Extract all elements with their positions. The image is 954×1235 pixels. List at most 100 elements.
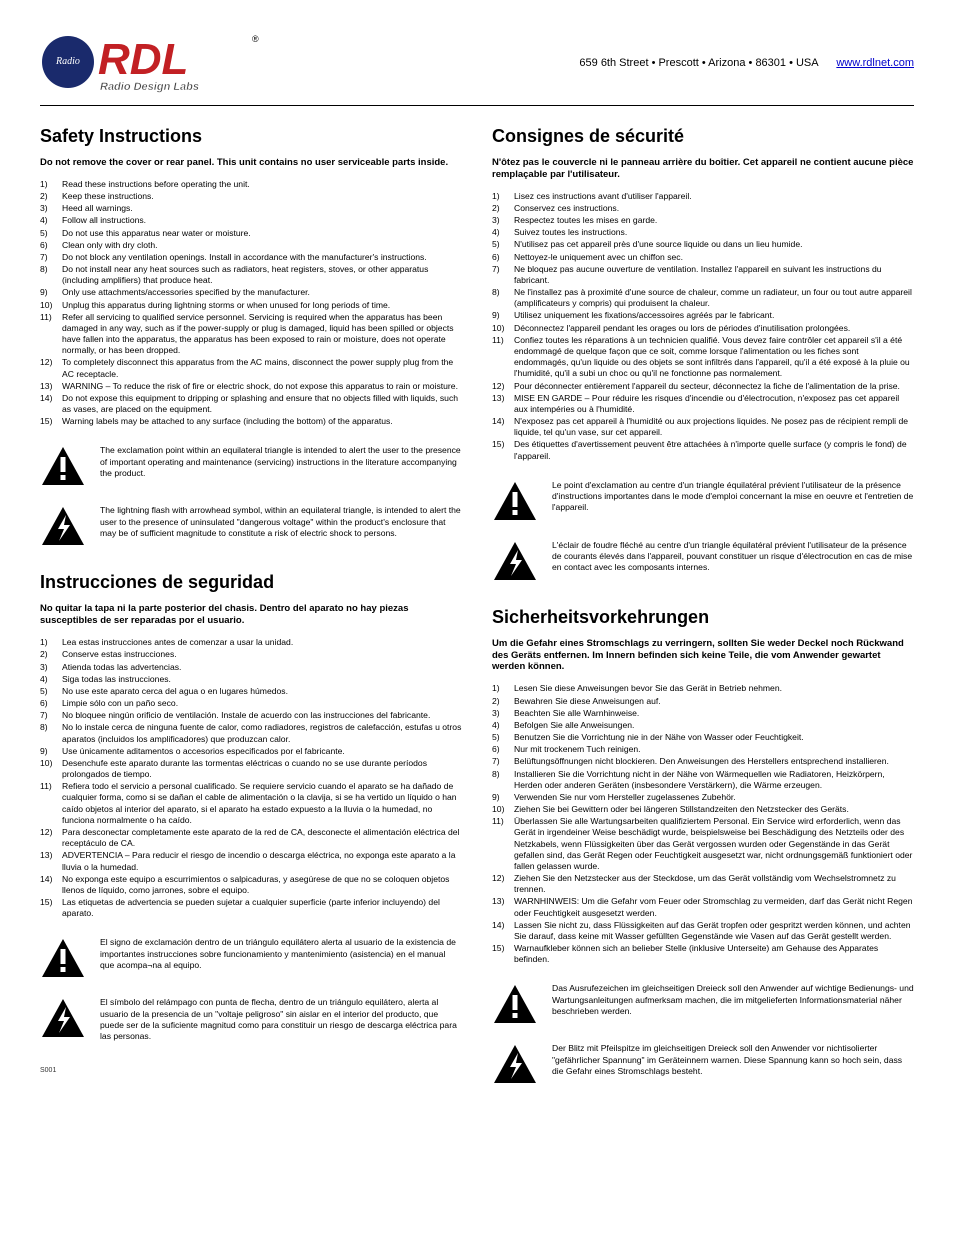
list-item: Pour déconnecter entièrement l'appareil … (492, 381, 914, 392)
note-exclaim-fr: Le point d'exclamation au centre d'un tr… (492, 480, 914, 522)
list-item: Unplug this apparatus during lightning s… (40, 300, 462, 311)
list-item: Überlassen Sie alle Wartungsarbeiten qua… (492, 816, 914, 872)
list-item: No bloquee ningún orificio de ventilació… (40, 710, 462, 721)
list-item: Refer all servicing to qualified service… (40, 312, 462, 357)
section-title-es: Instrucciones de seguridad (40, 572, 462, 593)
list-item: MISE EN GARDE – Pour réduire les risques… (492, 393, 914, 415)
section-title-en: Safety Instructions (40, 126, 462, 147)
list-item: No lo instale cerca de ninguna fuente de… (40, 722, 462, 744)
exclaim-triangle-icon (40, 937, 86, 979)
list-item: Befolgen Sie alle Anweisungen. (492, 720, 914, 731)
list-item: No exponga este equipo a escurrimientos … (40, 874, 462, 896)
list-item: Do not install near any heat sources suc… (40, 264, 462, 286)
list-item: WARNING – To reduce the risk of fire or … (40, 381, 462, 392)
list-item: Suivez toutes les instructions. (492, 227, 914, 238)
bolt-triangle-icon (492, 540, 538, 582)
list-item: Use únicamente aditamentos o accesorios … (40, 746, 462, 757)
list-item: Verwenden Sie nur vom Hersteller zugelas… (492, 792, 914, 803)
list-item: WARNHINWEIS: Um die Gefahr vom Feuer ode… (492, 896, 914, 918)
list-item: N'utilisez pas cet appareil près d'une s… (492, 239, 914, 250)
header-address: 659 6th Street • Prescott • Arizona • 86… (579, 57, 818, 69)
note-text: Das Ausrufezeichen im gleichseitigen Dre… (552, 983, 914, 1017)
list-item: Lea estas instrucciones antes de comenza… (40, 637, 462, 648)
section-en: Safety Instructions Do not remove the co… (40, 126, 462, 547)
bolt-triangle-icon (40, 997, 86, 1039)
list-item: Keep these instructions. (40, 191, 462, 202)
list-item: Nur mit trockenem Tuch reinigen. (492, 744, 914, 755)
section-list-de: Lesen Sie diese Anweisungen bevor Sie da… (492, 683, 914, 965)
list-item: Nettoyez-le uniquement avec un chiffon s… (492, 252, 914, 263)
section-list-fr: Lisez ces instructions avant d'utiliser … (492, 191, 914, 462)
list-item: Respectez toutes les mises en garde. (492, 215, 914, 226)
list-item: Warnaufkleber können sich an belieber St… (492, 943, 914, 965)
section-list-en: Read these instructions before operating… (40, 179, 462, 428)
svg-text:®: ® (252, 34, 259, 44)
exclaim-triangle-icon (40, 445, 86, 487)
list-item: Ne l'installez pas à proximité d'une sou… (492, 287, 914, 309)
note-bolt-en: The lightning flash with arrowhead symbo… (40, 505, 462, 547)
list-item: N'exposez pas cet appareil à l'humidité … (492, 416, 914, 438)
list-item: Des étiquettes d'avertissement peuvent ê… (492, 439, 914, 461)
list-item: Heed all warnings. (40, 203, 462, 214)
section-title-fr: Consignes de sécurité (492, 126, 914, 147)
note-exclaim-es: El signo de exclamación dentro de un tri… (40, 937, 462, 979)
list-item: Clean only with dry cloth. (40, 240, 462, 251)
list-item: Do not expose this equipment to dripping… (40, 393, 462, 415)
list-item: Las etiquetas de advertencia se pueden s… (40, 897, 462, 919)
note-bolt-es: El símbolo del relámpago con punta de fl… (40, 997, 462, 1042)
list-item: Déconnectez l'appareil pendant les orage… (492, 323, 914, 334)
right-column: Consignes de sécurité N'ôtez pas le couv… (492, 126, 914, 1110)
list-item: Benutzen Sie die Vorrichtung nie in der … (492, 732, 914, 743)
section-list-es: Lea estas instrucciones antes de comenza… (40, 637, 462, 919)
section-warn-fr: N'ôtez pas le couvercle ni le panneau ar… (492, 157, 914, 181)
note-text: El signo de exclamación dentro de un tri… (100, 937, 462, 971)
list-item: Desenchufe este aparato durante las torm… (40, 758, 462, 780)
svg-text:Radio Design Labs: Radio Design Labs (100, 81, 199, 93)
header-address-block: 659 6th Street • Prescott • Arizona • 86… (579, 57, 914, 69)
svg-text:Radio: Radio (55, 56, 80, 67)
content-columns: Safety Instructions Do not remove the co… (40, 126, 914, 1110)
list-item: Ziehen Sie bei Gewittern oder bei länger… (492, 804, 914, 815)
page-header: Radio RDL ® Radio Design Labs 659 6th St… (40, 30, 914, 106)
list-item: No use este aparato cerca del agua o en … (40, 686, 462, 697)
left-column: Safety Instructions Do not remove the co… (40, 126, 462, 1110)
list-item: Warning labels may be attached to any su… (40, 416, 462, 427)
section-warn-en: Do not remove the cover or rear panel. T… (40, 157, 462, 169)
exclaim-triangle-icon (492, 983, 538, 1025)
list-item: Ziehen Sie den Netzstecker aus der Steck… (492, 873, 914, 895)
note-text: L'éclair de foudre fléché au centre d'un… (552, 540, 914, 574)
list-item: ADVERTENCIA – Para reducir el riesgo de … (40, 850, 462, 872)
section-fr: Consignes de sécurité N'ôtez pas le couv… (492, 126, 914, 582)
note-text: The exclamation point within an equilate… (100, 445, 462, 479)
bolt-triangle-icon (40, 505, 86, 547)
list-item: Siga todas las instrucciones. (40, 674, 462, 685)
note-text: Der Blitz mit Pfeilspitze im gleichseiti… (552, 1043, 914, 1077)
list-item: To completely disconnect this apparatus … (40, 357, 462, 379)
list-item: Lassen Sie nicht zu, dass Flüssigkeiten … (492, 920, 914, 942)
note-text: Le point d'exclamation au centre d'un tr… (552, 480, 914, 514)
list-item: Do not block any ventilation openings. I… (40, 252, 462, 263)
list-item: Limpie sólo con un paño seco. (40, 698, 462, 709)
list-item: Beachten Sie alle Warnhinweise. (492, 708, 914, 719)
note-exclaim-en: The exclamation point within an equilate… (40, 445, 462, 487)
list-item: Lesen Sie diese Anweisungen bevor Sie da… (492, 683, 914, 694)
logo-block: Radio RDL ® Radio Design Labs (40, 30, 260, 95)
list-item: Do not use this apparatus near water or … (40, 228, 462, 239)
bolt-triangle-icon (492, 1043, 538, 1085)
note-bolt-de: Der Blitz mit Pfeilspitze im gleichseiti… (492, 1043, 914, 1085)
list-item: Only use attachments/accessories specifi… (40, 287, 462, 298)
rdl-logo: Radio RDL ® Radio Design Labs (40, 30, 260, 95)
list-item: Follow all instructions. (40, 215, 462, 226)
list-item: Lisez ces instructions avant d'utiliser … (492, 191, 914, 202)
list-item: Confiez toutes les réparations à un tech… (492, 335, 914, 380)
section-de: Sicherheitsvorkehrungen Um die Gefahr ei… (492, 607, 914, 1086)
note-exclaim-de: Das Ausrufezeichen im gleichseitigen Dre… (492, 983, 914, 1025)
note-text: The lightning flash with arrowhead symbo… (100, 505, 462, 539)
section-warn-es: No quitar la tapa ni la parte posterior … (40, 603, 462, 627)
note-bolt-fr: L'éclair de foudre fléché au centre d'un… (492, 540, 914, 582)
footer-code: S001 (40, 1067, 462, 1074)
header-link[interactable]: www.rdlnet.com (836, 57, 914, 69)
section-warn-de: Um die Gefahr eines Stromschlags zu verr… (492, 638, 914, 674)
list-item: Para desconectar completamente este apar… (40, 827, 462, 849)
list-item: Belüftungsöffnungen nicht blockieren. De… (492, 756, 914, 767)
